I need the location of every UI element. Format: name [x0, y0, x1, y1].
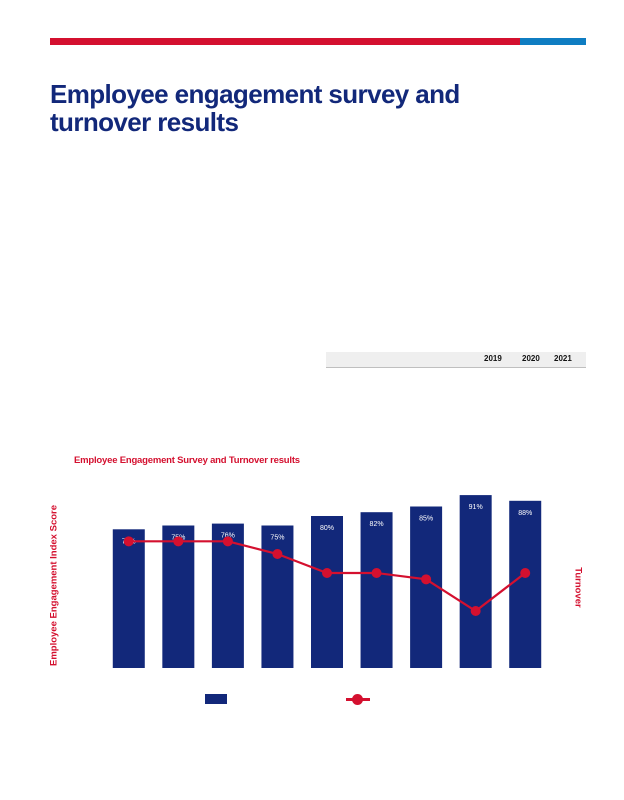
- turnover-point-2: [222, 536, 233, 547]
- bar-label-2: 76%: [221, 533, 235, 540]
- bar-label-5: 82%: [370, 521, 384, 528]
- header-rule-blue: [520, 38, 586, 45]
- turnover-point-0: [123, 536, 134, 547]
- bar-4: [311, 516, 343, 668]
- legend-swatch-dot: [352, 694, 363, 705]
- chart-title: Employee Engagement Survey and Turnover …: [74, 455, 300, 466]
- table-header-row: 2019 2020 2021: [326, 352, 586, 368]
- bar-8: [509, 500, 542, 668]
- page-title: Employee engagement survey and turnover …: [50, 79, 460, 137]
- table-year-2019: 2019: [484, 354, 502, 363]
- legend-swatch-bars: [205, 694, 227, 704]
- turnover-point-6: [421, 574, 432, 585]
- turnover-point-1: [173, 536, 184, 547]
- turnover-point-7: [470, 606, 481, 616]
- bar-0: [112, 529, 145, 668]
- bar-7: [459, 495, 492, 668]
- turnover-point-8: [520, 568, 531, 578]
- turnover-point-5: [371, 568, 382, 578]
- bar-label-7: 91%: [469, 504, 483, 511]
- bar-3: [261, 525, 294, 668]
- header-rule: [50, 38, 586, 45]
- bar-1: [162, 525, 195, 668]
- bar-label-4: 80%: [320, 525, 334, 532]
- bar-label-8: 88%: [518, 510, 532, 517]
- bar-2: [211, 523, 244, 668]
- header-rule-red: [50, 38, 520, 45]
- turnover-point-4: [322, 568, 332, 578]
- table-year-2020: 2020: [522, 354, 540, 363]
- table-year-2021: 2021: [554, 354, 572, 363]
- bar-5: [360, 512, 393, 668]
- bar-label-6: 85%: [419, 516, 433, 523]
- turnover-point-3: [272, 549, 283, 559]
- bar-label-3: 75%: [270, 535, 284, 542]
